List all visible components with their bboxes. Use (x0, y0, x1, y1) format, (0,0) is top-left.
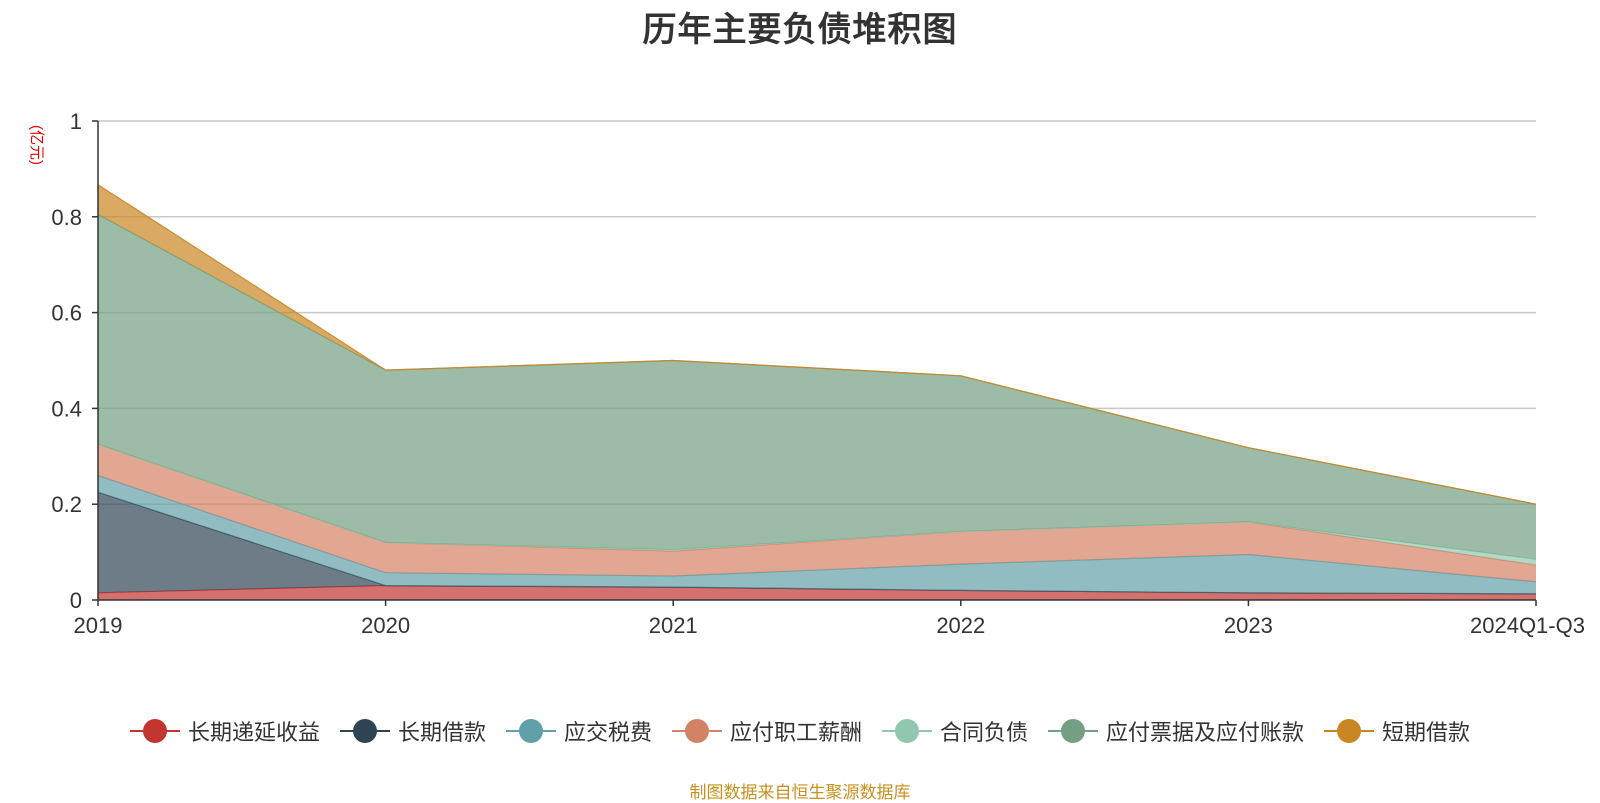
legend-marker-icon (1324, 719, 1375, 743)
y-tick-label: 1 (70, 109, 82, 134)
y-tick-label: 0 (70, 588, 82, 613)
legend-label: 合同负债 (940, 721, 1029, 746)
legend-label: 长期递延收益 (187, 721, 320, 746)
legend-dot (142, 719, 167, 743)
legend-label: 短期借款 (1382, 721, 1471, 746)
legend-item[interactable]: 长期递延收益 (129, 715, 320, 747)
legend-marker-icon (505, 719, 556, 743)
area-series-0 (98, 585, 1536, 600)
legend-label: 应付票据及应付账款 (1106, 721, 1305, 746)
legend-dot (895, 719, 919, 743)
y-tick-label: 0.8 (51, 205, 82, 230)
legend-label: 长期借款 (397, 721, 486, 746)
legend-dot (518, 719, 543, 743)
area-series-1 (98, 492, 1536, 594)
series-line-6 (97, 184, 1537, 505)
area-series-3 (98, 444, 1536, 582)
x-tick-label: 2022 (936, 613, 985, 638)
x-tick-label: 2023 (1224, 613, 1273, 638)
legend-dot (1061, 719, 1086, 743)
chart-legend: 长期递延收益 长期借款 应交税费 应付职工薪酬 合同负债 应付票据及应付账款 短期借款 (0, 716, 1600, 746)
y-axis-unit-label: (亿元) (28, 125, 45, 165)
y-tick-label: 0.2 (51, 492, 82, 517)
x-tick-label: 2021 (649, 613, 698, 638)
legend-item[interactable]: 应交税费 (505, 715, 652, 747)
y-tick-label: 0.6 (51, 301, 82, 326)
x-tick-label: 2020 (361, 613, 410, 638)
legend-dot (684, 719, 709, 743)
legend-marker-icon (129, 719, 180, 743)
legend-marker-icon (1048, 719, 1099, 743)
stacked-area-chart: 0 0.2 0.4 0.6 0.8 1 2019 2020 2021 2022 2023 2024Q1… (28, 109, 1585, 638)
legend-label: 应付职工薪酬 (729, 721, 862, 746)
legend-dot (1337, 719, 1362, 743)
chart-title: 历年主要负债堆积图 (642, 10, 958, 50)
legend-item[interactable]: 短期借款 (1324, 715, 1470, 747)
legend-marker-icon (339, 719, 390, 743)
legend-marker-icon (882, 719, 932, 743)
legend-marker-icon (671, 719, 722, 743)
legend-label: 应交税费 (563, 721, 652, 746)
axes: 0 0.2 0.4 0.6 0.8 1 2019 2020 2021 2022 2023 2024Q1… (51, 109, 1585, 638)
source-note: 制图数据来自恒生聚源数据库 (689, 783, 911, 803)
area-series (97, 184, 1537, 600)
y-tick-label: 0.4 (51, 396, 82, 421)
legend-dot (352, 719, 377, 743)
x-tick-label: 2019 (74, 613, 123, 638)
legend-item[interactable]: 应付职工薪酬 (671, 715, 862, 747)
x-tick-label: 2024Q1-Q3 (1470, 613, 1585, 638)
legend-item[interactable]: 应付票据及应付账款 (1048, 715, 1304, 747)
legend-item[interactable]: 长期借款 (339, 715, 486, 747)
area-series-2 (98, 475, 1536, 594)
area-series-5 (98, 214, 1536, 560)
legend-item[interactable]: 合同负债 (882, 715, 1028, 747)
